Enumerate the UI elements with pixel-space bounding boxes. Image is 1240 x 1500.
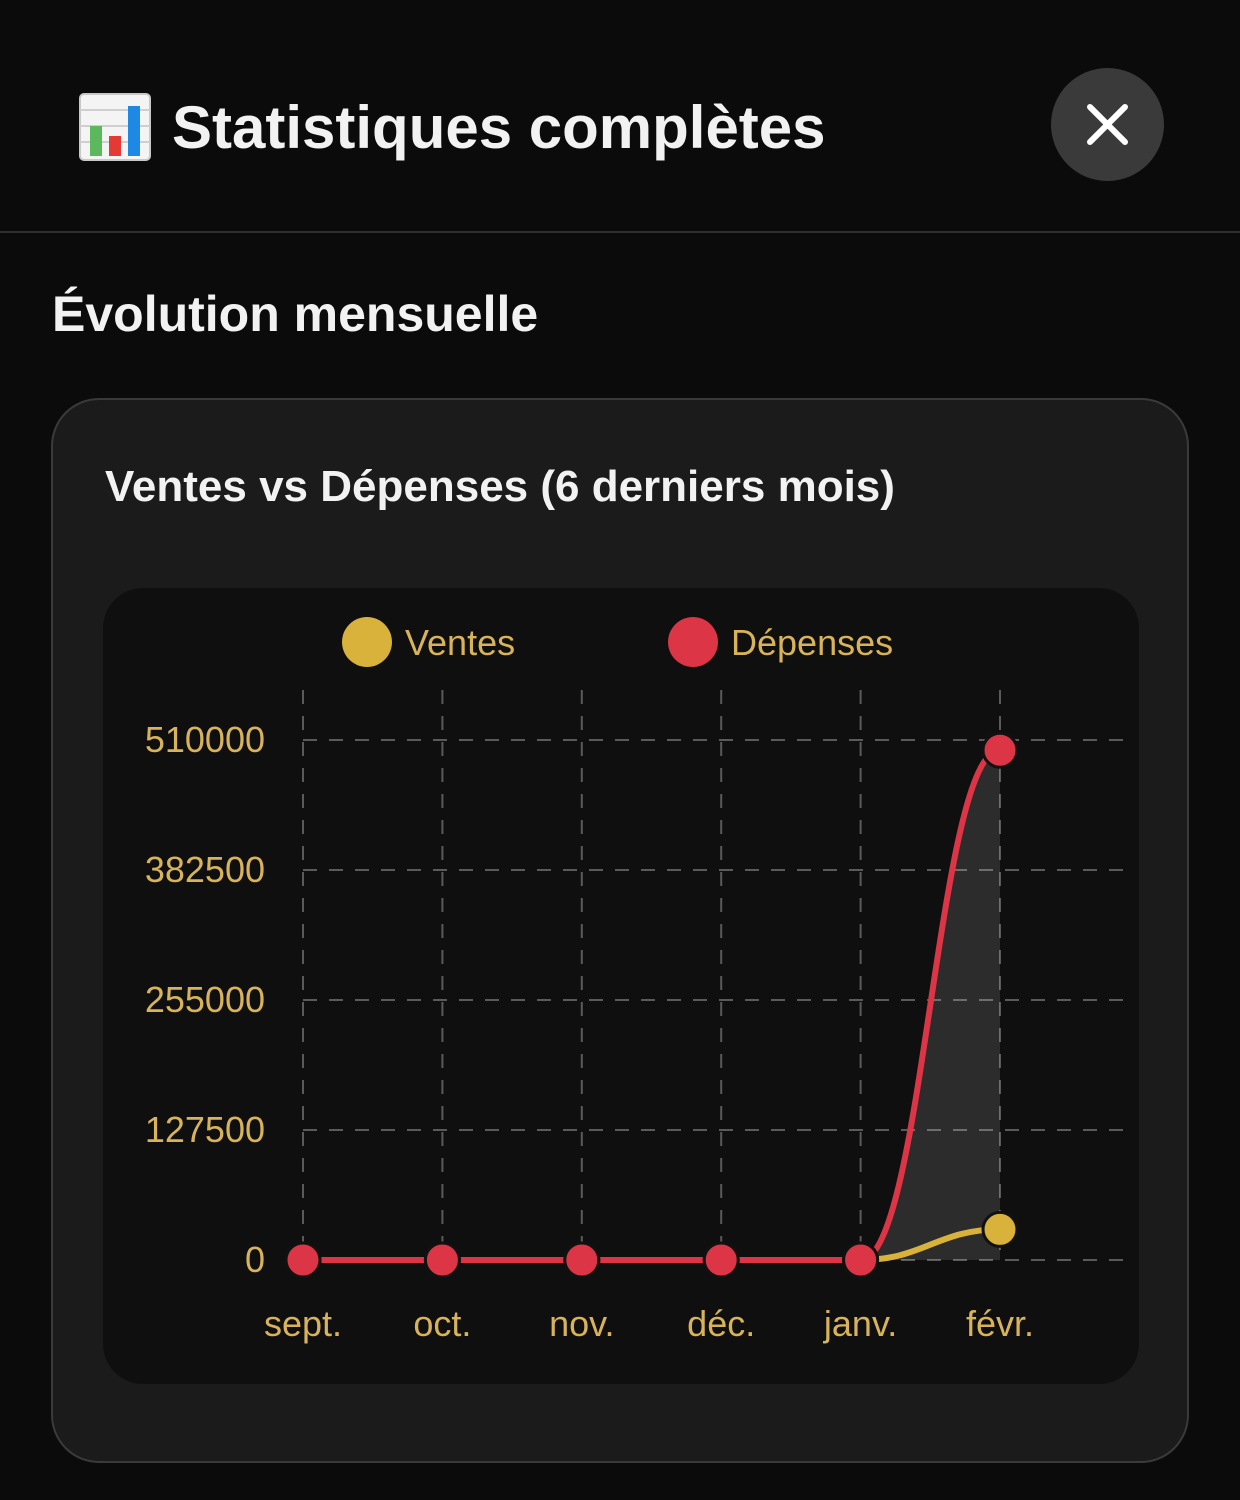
data-point-ventes[interactable] (981, 1210, 1019, 1248)
y-tick-label: 510000 (145, 719, 265, 760)
data-point-depenses[interactable] (423, 1241, 461, 1279)
area-fill (860, 750, 1000, 1260)
y-tick-label: 382500 (145, 849, 265, 890)
y-tick-label: 127500 (145, 1109, 265, 1150)
legend-marker-ventes (342, 617, 392, 667)
legend-label-depenses[interactable]: Dépenses (731, 622, 893, 663)
data-point-depenses[interactable] (981, 731, 1019, 769)
close-button[interactable] (1051, 68, 1164, 181)
page-title: Statistiques complètes (172, 94, 826, 161)
line-chart: 0 127500 255000 382500 510000 sept. oct. nov. dé… (145, 617, 1123, 1344)
x-tick-label: déc. (687, 1303, 755, 1344)
legend-marker-depenses (668, 617, 718, 667)
chart-area: 0 127500 255000 382500 510000 sept. oct. nov. dé… (103, 588, 1139, 1384)
close-icon (1087, 104, 1128, 145)
chart-title: Ventes vs Dépenses (6 derniers mois) (105, 462, 895, 511)
data-point-depenses[interactable] (563, 1241, 601, 1279)
x-tick-label: nov. (549, 1303, 614, 1344)
x-tick-label: oct. (413, 1303, 471, 1344)
legend-label-ventes[interactable]: Ventes (405, 622, 515, 663)
data-point-depenses[interactable] (284, 1241, 322, 1279)
x-tick-label: févr. (966, 1303, 1034, 1344)
y-tick-label: 0 (245, 1239, 265, 1280)
data-point-depenses[interactable] (702, 1241, 740, 1279)
series-line-depenses (300, 747, 1003, 1263)
bar-chart-icon (79, 93, 151, 161)
chart-card: Ventes vs Dépenses (6 derniers mois) 0 12… (51, 398, 1189, 1463)
section-title: Évolution mensuelle (52, 286, 539, 342)
x-tick-label: janv. (823, 1303, 897, 1344)
header: Statistiques complètes (0, 0, 1240, 233)
x-tick-label: sept. (264, 1303, 342, 1344)
y-tick-label: 255000 (145, 979, 265, 1020)
data-point-depenses[interactable] (842, 1241, 880, 1279)
